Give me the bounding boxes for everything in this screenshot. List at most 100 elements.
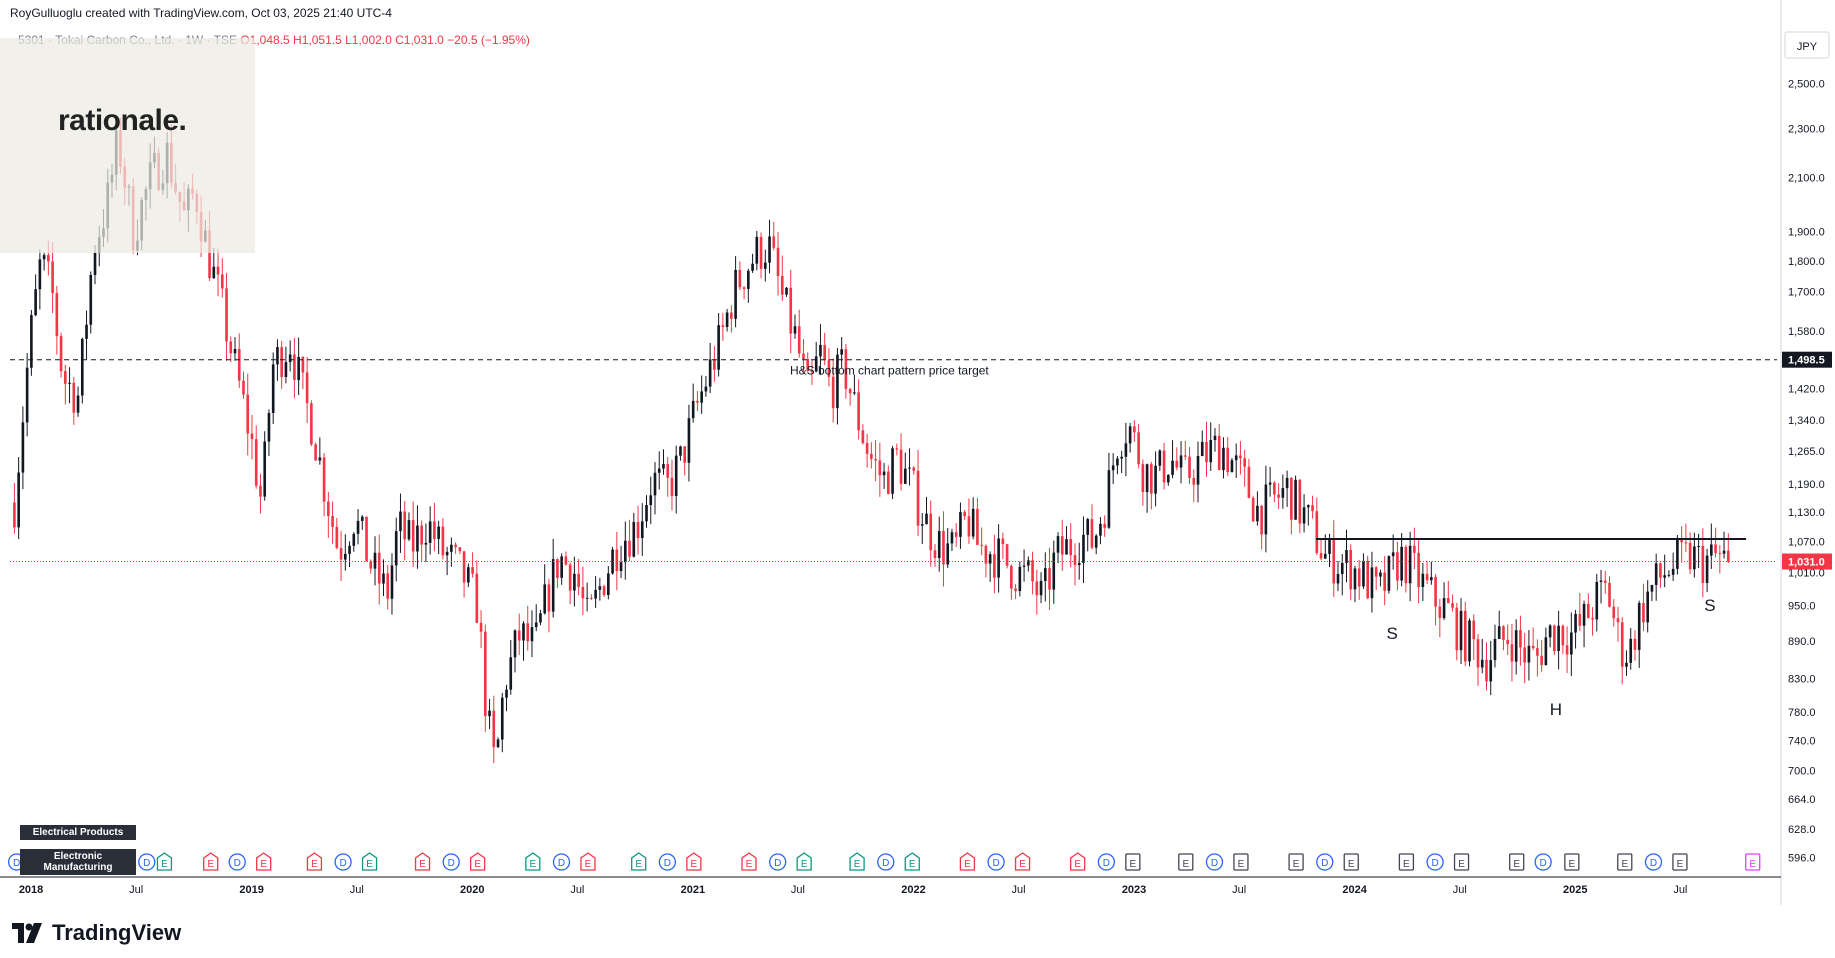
candle-body xyxy=(352,533,356,546)
earnings-event-icon xyxy=(1070,852,1086,871)
candle-body xyxy=(1298,479,1302,524)
earnings-event-letter: E xyxy=(1677,859,1684,870)
candle-body xyxy=(25,367,29,423)
candle-body xyxy=(721,325,725,328)
candle-body xyxy=(1306,505,1310,508)
candle-body xyxy=(1345,550,1348,563)
candle-body xyxy=(751,263,754,271)
candle-body xyxy=(971,508,975,537)
rationale-logo: rationale. xyxy=(58,104,187,137)
candle-body xyxy=(382,573,385,584)
earnings-event-icon xyxy=(959,852,976,871)
candle-body xyxy=(522,623,525,641)
candle-body xyxy=(1200,441,1204,457)
candle-body xyxy=(386,573,390,599)
candle-body xyxy=(488,710,491,717)
candle-body xyxy=(1519,630,1522,648)
candle-body xyxy=(1294,479,1297,520)
candle-body xyxy=(1468,620,1471,662)
sector-badge[interactable]: Electrical Products xyxy=(20,825,136,840)
candle-body xyxy=(276,347,279,365)
candle-body xyxy=(1476,639,1480,668)
candle-body xyxy=(891,448,894,494)
candle-body xyxy=(895,448,899,450)
candle-body xyxy=(1222,447,1225,471)
earnings-event-letter: E xyxy=(260,859,267,870)
candle-body xyxy=(89,274,93,325)
earnings-event-icon xyxy=(156,852,173,871)
candle-body xyxy=(1629,638,1633,663)
candle-body xyxy=(85,324,88,339)
candle-body xyxy=(802,353,805,359)
candle-body xyxy=(742,287,746,289)
candle-body xyxy=(1239,455,1242,459)
earnings-event-letter: E xyxy=(474,859,481,870)
candle-body xyxy=(1035,581,1039,596)
candle-body xyxy=(233,349,237,354)
candle-body xyxy=(598,586,602,590)
dividend-event-letter: D xyxy=(1211,858,1218,869)
ohlc-values: O1,048.5 H1,051.5 L1,002.0 C1,031.0 −20.… xyxy=(240,33,530,47)
candle-body xyxy=(1646,591,1650,623)
candle-body xyxy=(1595,581,1599,620)
candle-body xyxy=(912,467,916,471)
candle-body xyxy=(1684,542,1688,544)
candle-body xyxy=(220,274,224,289)
earnings-event-letter: E xyxy=(366,859,373,870)
candle-body xyxy=(1642,603,1645,623)
candle-body xyxy=(946,543,950,565)
candle-body xyxy=(1128,426,1132,444)
candle-body xyxy=(636,521,640,539)
candle-body xyxy=(1268,482,1272,485)
rationale-watermark xyxy=(0,38,255,253)
candle-body xyxy=(1052,552,1056,590)
candle-body xyxy=(55,293,59,337)
dividend-event-letter: D xyxy=(664,858,671,869)
y-tick-label: 830.0 xyxy=(1788,674,1816,686)
candle-body xyxy=(1043,568,1047,581)
currency-box xyxy=(1784,31,1830,59)
candle-body xyxy=(1039,580,1043,596)
candle-body xyxy=(785,287,788,295)
candle-body xyxy=(543,584,547,614)
x-tick-label: Jul xyxy=(129,884,143,896)
dividend-event-icon xyxy=(1316,853,1334,871)
earnings-event-icon xyxy=(1343,853,1359,871)
earnings-event-letter: E xyxy=(1621,859,1628,870)
y-tick-label: 700.0 xyxy=(1788,766,1816,778)
candle-body xyxy=(1591,617,1594,620)
candle-body xyxy=(445,551,449,556)
candle-body xyxy=(581,586,585,599)
candle-body xyxy=(467,567,470,583)
tradingview-logo-icon xyxy=(12,923,42,943)
candle-body xyxy=(1056,536,1060,553)
candle-body xyxy=(1663,575,1666,578)
earnings-event-icon xyxy=(1288,853,1304,871)
candle-body xyxy=(428,521,432,543)
candle-body xyxy=(976,508,979,545)
candle-body xyxy=(411,520,415,552)
y-tick-label: 1,700.0 xyxy=(1788,287,1825,299)
industry-badge[interactable]: Electronic Manufacturing xyxy=(20,849,136,875)
candle-body xyxy=(13,502,16,528)
candle-body xyxy=(1413,545,1416,553)
candle-body xyxy=(246,394,250,434)
candle-body xyxy=(683,446,687,463)
dividend-event-letter: D xyxy=(558,858,565,869)
candle-body xyxy=(394,531,398,566)
candle-body xyxy=(237,349,241,381)
candle-body xyxy=(1107,470,1111,528)
candle-body xyxy=(1506,639,1510,645)
candle-body xyxy=(34,289,37,316)
candle-body xyxy=(916,470,920,526)
candle-body xyxy=(662,463,665,469)
candle-body xyxy=(331,515,334,527)
dividend-event-icon xyxy=(1644,853,1663,871)
candle-body xyxy=(1027,560,1030,566)
y-tick-label: 1,010.0 xyxy=(1788,568,1825,580)
x-tick-label: Jul xyxy=(570,884,584,896)
candle-body xyxy=(433,521,436,539)
candle-body xyxy=(1417,552,1420,588)
candle-body xyxy=(1323,553,1327,559)
